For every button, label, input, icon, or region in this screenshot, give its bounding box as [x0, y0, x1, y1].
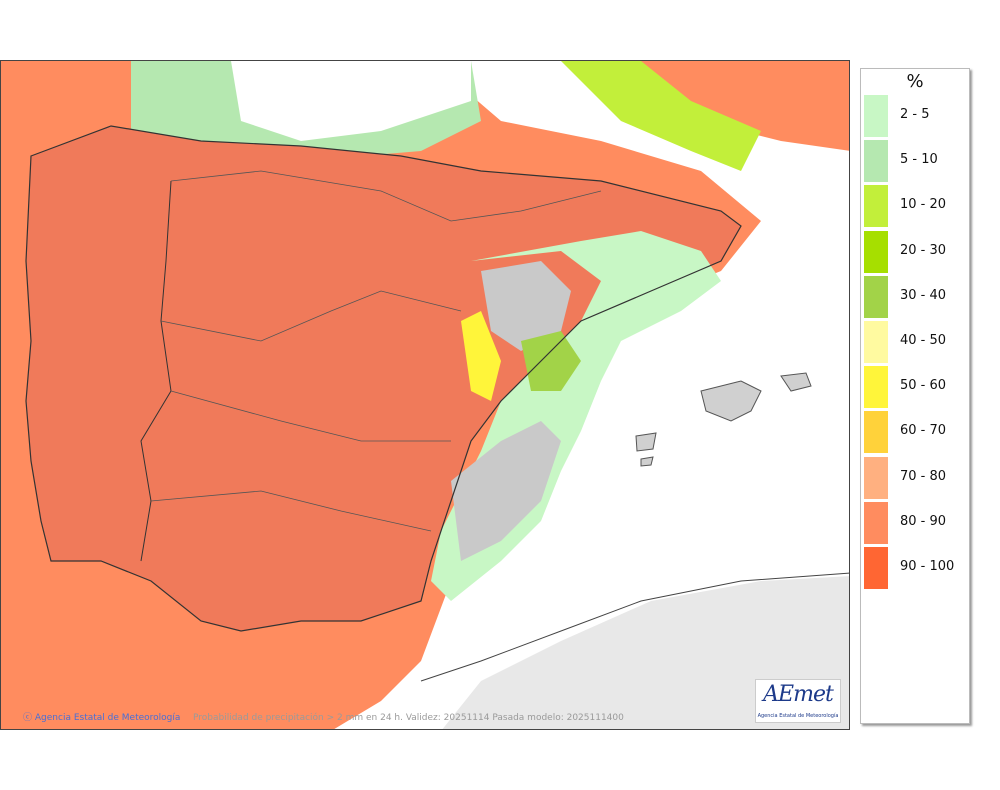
iberia-coastline [25, 125, 742, 632]
legend-label: 10 - 20 [900, 197, 947, 213]
regional-border-south [170, 390, 451, 442]
legend-item: 40 - 50 [864, 321, 968, 363]
regional-border-center [160, 290, 462, 342]
legend-swatch [864, 366, 888, 409]
legend-label: 90 - 100 [900, 559, 955, 574]
mallorca-island [700, 380, 762, 422]
legend-label: 20 - 30 [900, 242, 947, 258]
formentera-island [640, 456, 654, 467]
legend-item: 80 - 90 [864, 501, 968, 544]
relief-zone-valencia [451, 421, 561, 561]
legend-label: 40 - 50 [900, 333, 947, 348]
legend-label: 5 - 10 [900, 152, 938, 168]
north-africa-area [442, 576, 849, 729]
legend-item: 20 - 30 [864, 230, 968, 273]
legend-swatch [864, 411, 888, 454]
legend-item: 5 - 10 [864, 140, 968, 183]
legend-label: 80 - 90 [900, 513, 947, 529]
green-patch [521, 331, 581, 391]
legend-item: 30 - 40 [864, 275, 968, 318]
legend-swatch [864, 275, 888, 318]
legend-item: 70 - 80 [864, 456, 968, 499]
legend-swatch [864, 501, 888, 544]
map-svg [1, 61, 849, 729]
biscay-clear-band [231, 61, 471, 141]
legend-swatch [864, 321, 888, 363]
africa-coastline [420, 572, 849, 682]
yellow-strip [461, 311, 501, 401]
legend-swatch [864, 140, 888, 183]
menorca-island [780, 372, 812, 392]
regional-border-andalucia [150, 490, 432, 532]
legend-label: 50 - 60 [900, 378, 947, 394]
aemet-logo-text: AEmet [763, 682, 834, 707]
legend-item: 90 - 100 [864, 547, 968, 589]
legend-label: 70 - 80 [900, 468, 947, 484]
legend-panel: % 2 - 5 5 - 10 10 - 20 20 - 30 30 - 40 40 - 5… [860, 68, 970, 724]
legend-swatch [864, 230, 888, 273]
legend-swatch [864, 95, 888, 137]
legend-swatch [864, 456, 888, 499]
north-green-band [561, 61, 761, 171]
legend-label: 60 - 70 [900, 423, 947, 439]
regional-border-north [170, 170, 602, 222]
legend-item: 60 - 70 [864, 411, 968, 454]
legend-item: 50 - 60 [864, 366, 968, 409]
relief-zone-aragon [481, 261, 571, 351]
legend-label: 30 - 40 [900, 287, 947, 303]
legend-label: 2 - 5 [900, 107, 930, 122]
credit-text: Agencia Estatal de Meteorología [34, 713, 181, 723]
precipitation-map: ⓒ Agencia Estatal de Meteorología Probab… [0, 60, 850, 730]
legend-title: % [906, 71, 924, 92]
legend-item: 2 - 5 [864, 95, 968, 137]
copyright-icon: ⓒ [23, 713, 33, 723]
legend-item: 10 - 20 [864, 185, 968, 228]
credit-label: ⓒ Agencia Estatal de Meteorología [23, 710, 180, 723]
aemet-logo-subtext: Agencia Estatal de Meteorología [757, 713, 839, 719]
ibiza-island [635, 432, 657, 452]
iberian-peninsula-high [26, 126, 741, 631]
aemet-logo: AEmet Agencia Estatal de Meteorología [755, 679, 841, 723]
legend-swatch [864, 547, 888, 589]
legend-swatch [864, 185, 888, 228]
map-caption: Probabilidad de precipitación > 2 mm en … [193, 713, 624, 723]
